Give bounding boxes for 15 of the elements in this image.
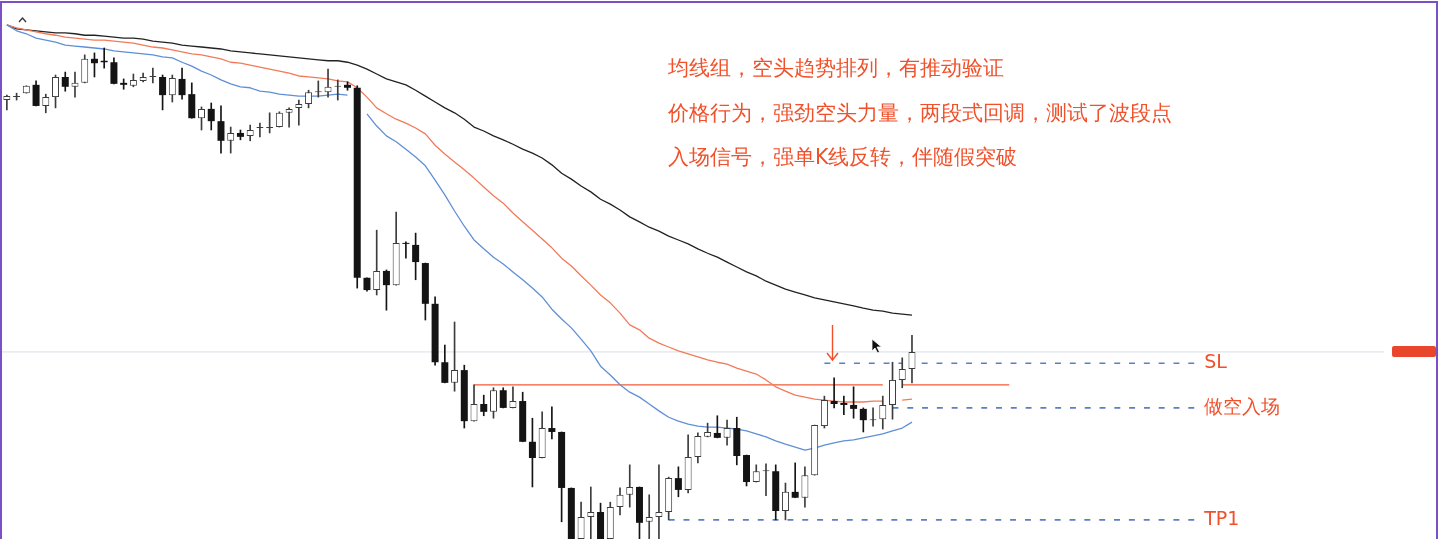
candlestick — [840, 395, 848, 416]
candlestick — [548, 406, 556, 440]
candlestick — [402, 241, 410, 259]
series-label: SL — [1204, 350, 1228, 373]
series-label: 做空入场 — [1204, 394, 1281, 417]
candlestick — [71, 71, 79, 98]
annotation: 均线组，空头趋势排列，有推动验证 — [668, 56, 1005, 80]
candlestick — [285, 107, 293, 128]
series-label: TP1 — [1203, 506, 1240, 529]
annotation: 入场信号，强单K线反转，伴随假突破 — [668, 145, 1019, 169]
candlestick — [830, 377, 838, 409]
annotation: 价格行为，强劲空头力量，两段式回调，测试了波段点 — [668, 100, 1172, 125]
candlestick — [626, 464, 634, 508]
candlestick — [295, 99, 303, 126]
candlestick — [791, 462, 799, 499]
